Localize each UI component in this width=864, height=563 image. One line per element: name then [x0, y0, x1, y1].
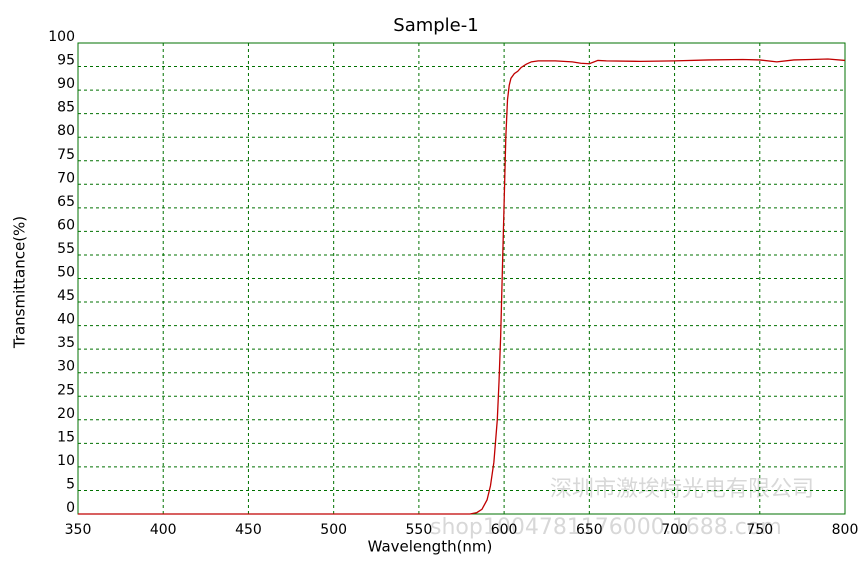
x-tick-label: 700 [661, 522, 688, 538]
y-tick-label: 95 [57, 53, 75, 69]
y-tick-label: 90 [57, 76, 75, 92]
x-tick-label: 450 [235, 522, 262, 538]
x-tick-label: 400 [150, 522, 177, 538]
y-axis-label: Transmittance(%) [11, 216, 29, 349]
y-tick-label: 80 [57, 123, 75, 139]
y-tick-label: 25 [57, 382, 75, 398]
y-tick-label: 20 [57, 406, 75, 422]
x-tick-label: 750 [746, 522, 773, 538]
x-tick-label: 650 [576, 522, 603, 538]
y-tick-label: 0 [66, 500, 75, 516]
x-tick-label: 550 [406, 522, 433, 538]
x-tick-label: 500 [320, 522, 347, 538]
y-tick-label: 75 [57, 147, 75, 163]
y-tick-label: 50 [57, 265, 75, 281]
y-tick-label: 35 [57, 335, 75, 351]
y-tick-label: 15 [57, 429, 75, 445]
y-tick-label: 10 [57, 453, 75, 469]
watermark: shop1004781176000.1688.com [430, 515, 782, 540]
y-tick-label: 60 [57, 217, 75, 233]
watermark: 深圳市激埃特光电有限公司 [550, 477, 814, 502]
y-tick-label: 40 [57, 312, 75, 328]
chart-title: Sample-1 [393, 15, 478, 36]
x-tick-label: 800 [832, 522, 859, 538]
y-tick-label: 55 [57, 241, 75, 257]
data-line [78, 58, 846, 515]
y-tick-label: 5 [66, 476, 75, 492]
y-tick-label: 85 [57, 100, 75, 116]
x-axis-label: Wavelength(nm) [368, 538, 493, 556]
x-tick-label: 350 [65, 522, 92, 538]
y-tick-label: 100 [48, 29, 75, 45]
y-tick-label: 70 [57, 170, 75, 186]
y-tick-label: 45 [57, 288, 75, 304]
y-tick-label: 65 [57, 194, 75, 210]
y-tick-label: 30 [57, 359, 75, 375]
x-tick-label: 600 [491, 522, 518, 538]
